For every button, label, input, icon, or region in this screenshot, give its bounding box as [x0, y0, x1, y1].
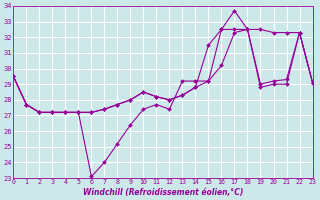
X-axis label: Windchill (Refroidissement éolien,°C): Windchill (Refroidissement éolien,°C)	[83, 188, 243, 197]
